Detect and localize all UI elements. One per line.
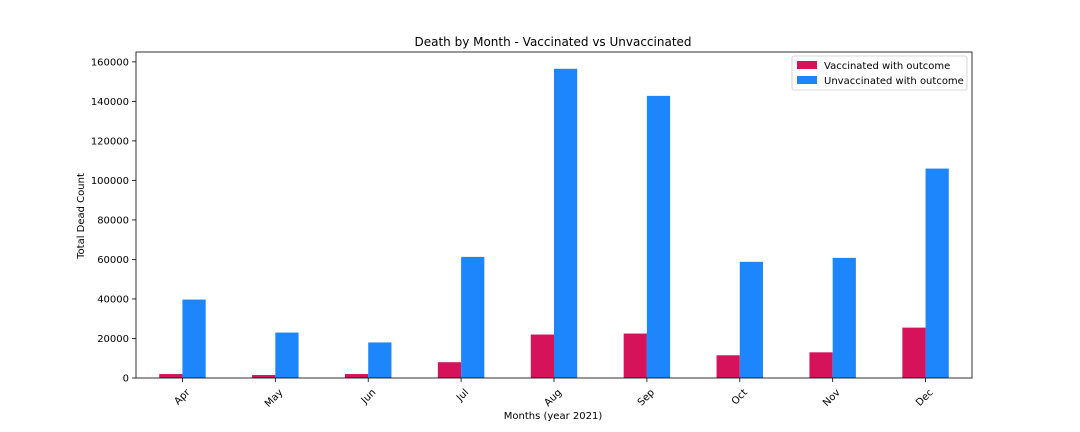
bar-nov-series-1: [809, 352, 833, 378]
x-axis: Apr May Jun Jul Aug Sep Oct Nov Dec: [172, 378, 936, 410]
y-tick-label: 40000: [97, 294, 129, 305]
y-tick-label: 140000: [91, 97, 129, 108]
bar-oct-series-1: [716, 355, 740, 378]
y-tick-label: 100000: [91, 176, 129, 187]
legend-box: [791, 55, 968, 91]
bar-nov-series-2: [832, 257, 856, 378]
x-tick-label: Aug: [542, 387, 564, 409]
y-axis: 0 20000 40000 60000 80000 100000 120000 140000 1…: [91, 57, 136, 385]
bar-may-series-2: [275, 332, 299, 378]
bar-sep-series-2: [646, 95, 671, 378]
bar-dec-series-1: [902, 327, 926, 378]
bar-jun-series-1: [345, 374, 369, 378]
bar-aug-series-1: [530, 334, 554, 378]
legend-label-series-2: Unvaccinated with outcome: [824, 76, 964, 87]
bar-sep-series-1: [623, 333, 647, 378]
legend-swatch-series-1: [797, 61, 817, 69]
legend-label-series-1: Vaccinated with outcome: [824, 61, 950, 72]
legend: Vaccinated with outcome Unvaccinated with…: [791, 55, 968, 91]
bar-apr-series-1: [159, 374, 183, 378]
y-tick-label: 160000: [91, 57, 129, 68]
x-tick-label: Jun: [359, 387, 379, 407]
y-tick-label: 80000: [97, 215, 129, 226]
x-axis-label: Months (year 2021): [504, 411, 603, 422]
x-tick-label: Sep: [636, 387, 657, 408]
y-tick-label: 60000: [97, 255, 129, 266]
y-tick-label: 120000: [91, 136, 129, 147]
x-tick-label: Jul: [454, 387, 471, 404]
x-tick-label: Dec: [914, 387, 935, 408]
y-tick-label: 0: [123, 374, 129, 385]
bar-oct-series-2: [739, 261, 763, 378]
y-tick-label: 20000: [97, 334, 129, 345]
bar-dec-series-2: [925, 168, 949, 378]
plot-area: [135, 51, 973, 379]
x-tick-label: May: [263, 387, 285, 409]
chart-title: Death by Month - Vaccinated vs Unvaccina…: [414, 35, 691, 49]
bar-may-series-1: [252, 375, 276, 378]
bar-apr-series-2: [182, 299, 206, 378]
bar-jul-series-2: [461, 256, 485, 378]
x-tick-label: Oct: [730, 387, 750, 407]
bar-aug-series-2: [554, 68, 578, 378]
x-tick-label: Apr: [172, 387, 193, 408]
x-tick-label: Nov: [821, 387, 843, 409]
bar-jul-series-1: [437, 362, 462, 378]
y-axis-label: Total Dead Count: [76, 173, 87, 260]
legend-swatch-series-2: [797, 76, 817, 84]
bar-jun-series-2: [368, 342, 392, 378]
